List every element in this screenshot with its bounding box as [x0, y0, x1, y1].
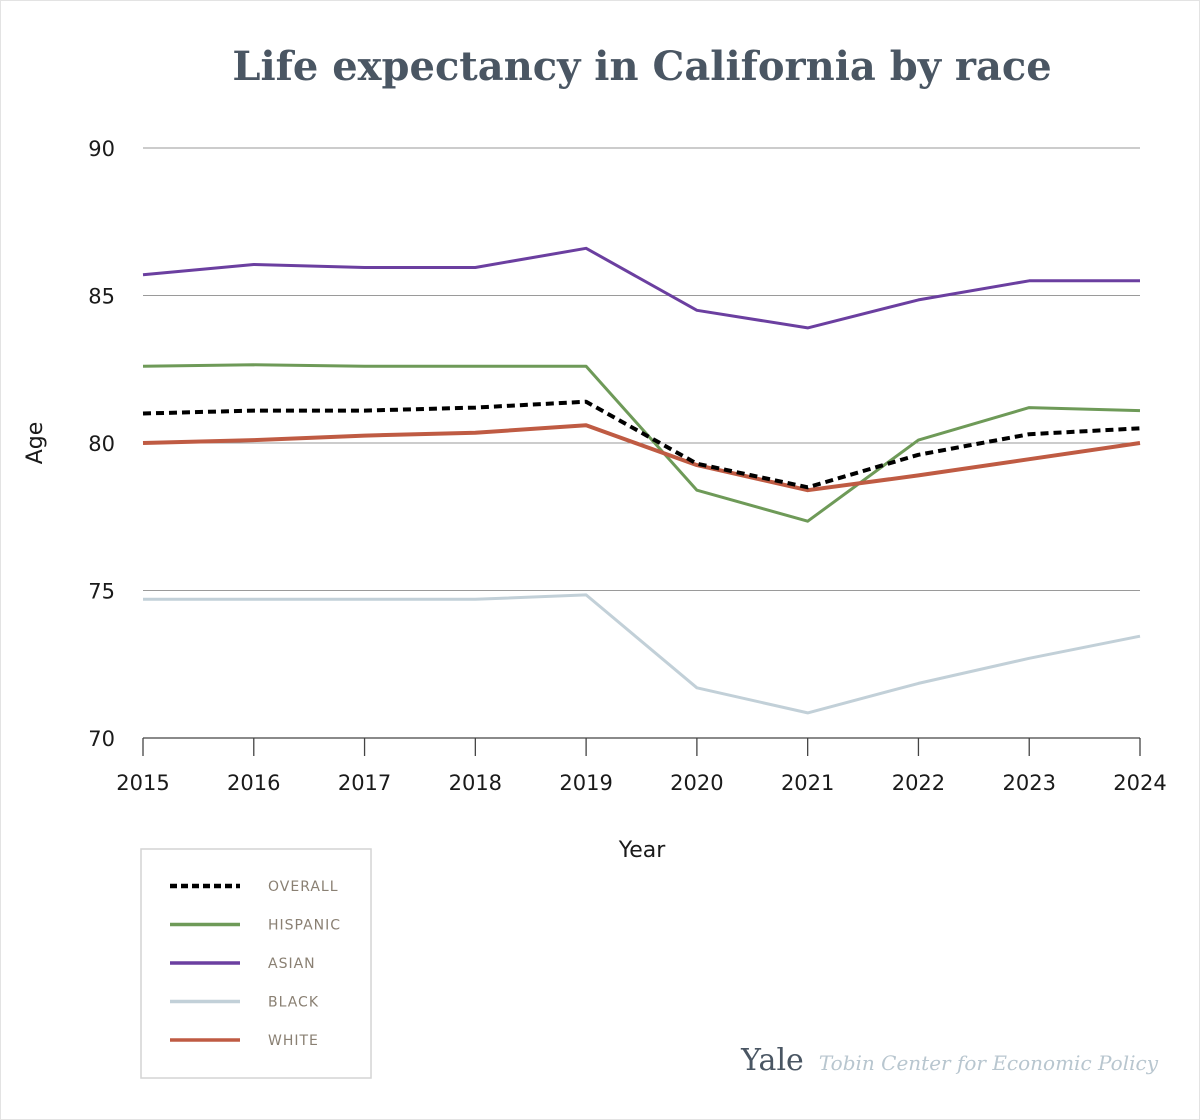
- legend-label-black: BLACK: [268, 995, 319, 1011]
- gridlines: [143, 147, 1140, 739]
- legend-label-white: WHITE: [268, 1033, 319, 1049]
- x-axis: 2015 2016 2017 2018 2019 2020 2021 2022 2023 2024: [116, 738, 1167, 795]
- x-tick-label: 2018: [449, 771, 502, 795]
- x-tick-label: 2020: [670, 771, 723, 795]
- y-tick-label: 80: [88, 432, 115, 456]
- y-tick-label: 75: [88, 580, 115, 604]
- series-lines: [142, 246, 1141, 715]
- legend-label-hispanic: HISPANIC: [268, 918, 341, 934]
- x-tick-label: 2024: [1113, 771, 1166, 795]
- y-tick-label: 70: [88, 727, 115, 751]
- y-axis-ticks: 70 75 80 85 90: [88, 137, 115, 751]
- brand-yale: Yale: [740, 1043, 804, 1078]
- y-tick-label: 85: [88, 285, 115, 309]
- series-line-asian: [142, 246, 1140, 330]
- series-line-hispanic: [142, 363, 1141, 523]
- x-tick-label: 2019: [559, 771, 612, 795]
- legend-label-asian: ASIAN: [268, 956, 316, 972]
- branding: Yale Tobin Center for Economic Policy: [740, 1043, 1159, 1078]
- y-axis-label: Age: [23, 422, 48, 465]
- brand-tobin-center: Tobin Center for Economic Policy: [819, 1051, 1159, 1075]
- svg-text:Yale Tobin Center for Ec: Yale Tobin Center for Economic Policy: [740, 1043, 1159, 1078]
- x-tick-label: 2016: [227, 771, 280, 795]
- y-tick-label: 90: [88, 137, 115, 161]
- series-line-white: [142, 423, 1141, 493]
- chart-title: Life expectancy in California by race: [232, 43, 1051, 90]
- x-tick-label: 2022: [892, 771, 945, 795]
- x-tick-label: 2015: [116, 771, 169, 795]
- x-tick-label: 2017: [338, 771, 391, 795]
- legend-label-overall: OVERALL: [268, 879, 339, 895]
- x-tick-label: 2023: [1002, 771, 1055, 795]
- x-tick-label: 2021: [781, 771, 834, 795]
- series-line-black: [143, 593, 1141, 715]
- x-axis-label: Year: [618, 838, 667, 863]
- legend: OVERALL HISPANIC ASIAN BLACK WHITE: [140, 848, 372, 1079]
